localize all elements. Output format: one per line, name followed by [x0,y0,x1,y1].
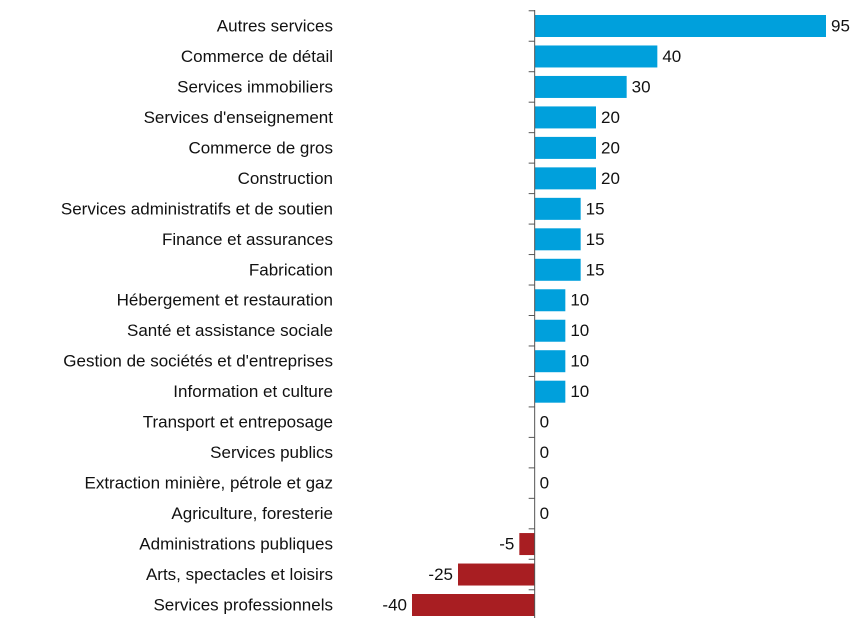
category-label: Services immobiliers [177,77,333,96]
bar [534,15,826,37]
bar [534,45,658,68]
category-label: Gestion de sociétés et d'entreprises [63,352,333,371]
value-label: 10 [570,352,589,371]
value-label: 0 [540,504,549,523]
value-label: 15 [586,260,605,279]
category-label: Services d'enseignement [144,108,334,127]
category-label: Finance et assurances [162,230,333,249]
value-label: 15 [586,199,605,218]
value-label: 0 [540,443,549,462]
bar [534,136,596,159]
value-label: 10 [570,382,589,401]
category-label: Hébergement et restauration [117,291,333,310]
bar [534,197,581,220]
value-label: 0 [540,413,549,432]
bar [412,594,535,616]
bar [534,380,566,403]
category-label: Administrations publiques [139,535,333,554]
value-label: 40 [662,47,681,66]
bar [534,350,566,373]
value-label: -5 [499,535,514,554]
category-label: Services professionnels [153,595,333,614]
bar [534,167,596,190]
value-label: -25 [428,565,453,584]
value-label: 20 [601,138,620,157]
value-label: 10 [570,291,589,310]
bar [519,533,535,556]
category-label: Autres services [217,16,333,35]
value-label: 30 [632,77,651,96]
bar [534,319,566,342]
category-label: Santé et assistance sociale [127,321,333,340]
value-label: 0 [540,474,549,493]
value-label: 20 [601,108,620,127]
category-label: Commerce de gros [188,138,333,157]
bar [458,563,535,586]
category-label: Commerce de détail [181,47,333,66]
value-label: 20 [601,169,620,188]
category-label: Fabrication [249,260,333,279]
value-label: -40 [382,595,407,614]
category-label: Services administratifs et de soutien [61,199,333,218]
value-label: 10 [570,321,589,340]
bar [534,228,581,251]
category-label: Transport et entreposage [143,413,333,432]
category-label: Services publics [210,443,333,462]
category-label: Agriculture, foresterie [171,504,333,523]
category-label: Arts, spectacles et loisirs [146,565,333,584]
bar [534,106,596,129]
category-label: Information et culture [173,382,333,401]
bar [534,258,581,281]
value-label: 95 [831,16,850,35]
bar [534,289,566,312]
value-label: 15 [586,230,605,249]
category-label: Construction [238,169,333,188]
category-label: Extraction minière, pétrole et gaz [84,474,333,493]
bar [534,75,627,98]
